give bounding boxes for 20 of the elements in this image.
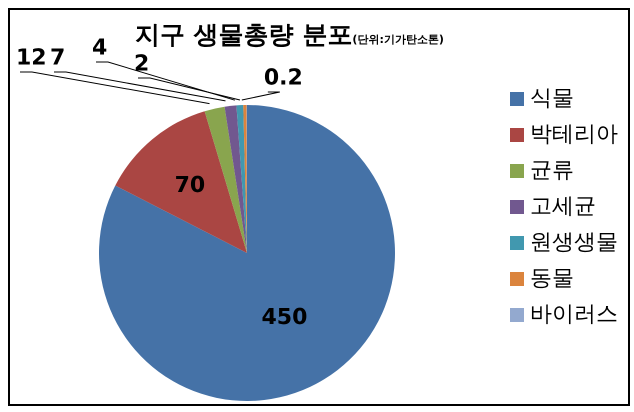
data-label: 450 bbox=[261, 304, 308, 330]
legend-label: 동물 bbox=[530, 265, 574, 293]
chart-title: 지구 생물총량 분포 bbox=[135, 20, 352, 49]
data-label: 4 bbox=[92, 36, 108, 60]
data-label: 12 bbox=[16, 46, 47, 70]
data-label: 2 bbox=[134, 52, 150, 76]
data-label: 7 bbox=[50, 46, 66, 70]
legend-label: 균류 bbox=[530, 157, 574, 185]
legend-label: 원생생물 bbox=[530, 229, 618, 257]
pie-slice bbox=[99, 105, 395, 401]
pie-slice bbox=[224, 105, 247, 253]
legend-label: 박테리아 bbox=[530, 121, 618, 149]
legend-label: 식물 bbox=[530, 85, 574, 113]
data-label: 70 bbox=[174, 172, 206, 198]
chart-subtitle: (단위:기가탄소톤) bbox=[352, 33, 444, 46]
data-label: 0.2 bbox=[264, 66, 303, 90]
legend-label: 바이러스 bbox=[530, 301, 618, 329]
legend-label: 고세균 bbox=[530, 193, 596, 221]
pie-slice bbox=[204, 106, 247, 253]
pie-slice bbox=[115, 111, 247, 253]
